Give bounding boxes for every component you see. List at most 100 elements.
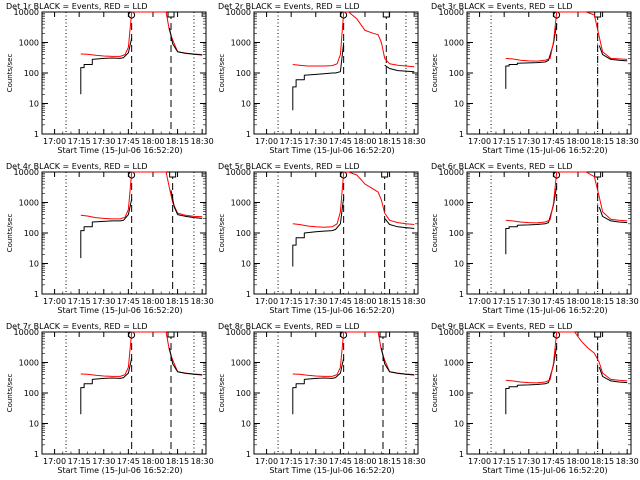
y-tick-label: 10 [241, 260, 251, 269]
x-tick-label: 18:15 [378, 137, 401, 146]
x-tick-label: 18:30 [403, 297, 426, 306]
events-line [292, 357, 345, 415]
events-line-post [598, 45, 628, 62]
events-line [80, 37, 133, 95]
panel-title: Det 7r BLACK = Events, RED = LLD [6, 322, 148, 331]
panel-3: Det 3r BLACK = Events, RED = LLD 1 10 100 10… [431, 2, 639, 155]
plot-frame [466, 11, 632, 135]
x-tick-label: 18:15 [166, 297, 189, 306]
x-tick-label: 17:15 [68, 297, 91, 306]
events-line [80, 198, 133, 259]
x-tick-label: 18:15 [378, 297, 401, 306]
x-tick-label: 18:00 [141, 137, 164, 146]
y-tick-label: 10 [454, 420, 464, 429]
y-tick-label: 1 [459, 450, 464, 459]
y-tick-label: 10000 [14, 328, 39, 337]
y-tick-label: 100 [449, 389, 464, 398]
x-tick-label: 18:30 [616, 137, 639, 146]
square-marker [167, 11, 175, 18]
x-tick-label: 17:30 [304, 457, 327, 466]
plot-frame [41, 11, 207, 135]
x-tick-label: 17:30 [517, 137, 540, 146]
y-tick-label: 1 [34, 130, 39, 139]
x-axis-label: Start Time (15-Jul-06 16:52:20) [482, 466, 607, 475]
x-tick-label: 18:30 [403, 137, 426, 146]
x-tick-label: 18:30 [191, 137, 214, 146]
x-tick-label: 17:45 [542, 457, 565, 466]
y-tick-label: 10 [241, 100, 251, 109]
x-tick-label: 17:45 [329, 457, 352, 466]
y-tick-label: 100 [236, 69, 251, 78]
x-tick-label: 18:30 [616, 297, 639, 306]
lld-line [80, 171, 203, 220]
y-tick-label: 10000 [226, 168, 251, 177]
x-tick-label: 17:30 [517, 297, 540, 306]
panel-6: Det 6r BLACK = Events, RED = LLD 1 10 100 10… [431, 162, 639, 315]
square-marker [382, 11, 390, 18]
x-tick-label: 17:15 [68, 137, 91, 146]
y-tick-label: 10000 [439, 168, 464, 177]
y-axis-label: Counts/sec [431, 54, 439, 93]
lld-line [292, 171, 415, 228]
y-tick-label: 100 [449, 229, 464, 238]
x-tick-label: 18:00 [141, 297, 164, 306]
y-tick-label: 1000 [19, 39, 39, 48]
x-axis-label: Start Time (15-Jul-06 16:52:20) [269, 146, 394, 155]
x-tick-label: 18:00 [566, 457, 589, 466]
x-axis-label: Start Time (15-Jul-06 16:52:20) [482, 306, 607, 315]
y-tick-label: 1 [246, 290, 251, 299]
x-tick-label: 17:15 [280, 297, 303, 306]
x-tick-label: 18:15 [378, 457, 401, 466]
y-tick-label: 1000 [231, 359, 251, 368]
x-tick-label: 17:15 [280, 137, 303, 146]
y-tick-label: 1 [34, 450, 39, 459]
x-tick-label: 17:45 [542, 297, 565, 306]
x-tick-label: 17:00 [255, 137, 278, 146]
x-tick-label: 17:00 [468, 297, 491, 306]
panel-title: Det 1r BLACK = Events, RED = LLD [6, 2, 148, 11]
x-axis-label: Start Time (15-Jul-06 16:52:20) [269, 306, 394, 315]
x-tick-label: 18:00 [141, 457, 164, 466]
x-tick-label: 18:30 [403, 457, 426, 466]
y-axis-label: Counts/sec [6, 54, 14, 93]
y-tick-label: 1000 [231, 39, 251, 48]
square-marker [167, 331, 175, 338]
lld-line [80, 331, 203, 377]
x-tick-label: 18:30 [191, 297, 214, 306]
y-tick-label: 10000 [14, 8, 39, 17]
lld-line [292, 11, 415, 68]
y-tick-label: 100 [24, 69, 39, 78]
events-line-post [598, 367, 628, 384]
y-tick-label: 1000 [231, 199, 251, 208]
plot-frame [466, 171, 632, 295]
y-tick-label: 1000 [19, 359, 39, 368]
x-tick-label: 17:15 [68, 457, 91, 466]
y-axis-label: Counts/sec [218, 214, 226, 253]
y-tick-label: 100 [236, 229, 251, 238]
events-line-post [380, 347, 415, 376]
events-line [80, 357, 133, 415]
x-axis-label: Start Time (15-Jul-06 16:52:20) [57, 466, 182, 475]
panel-title: Det 6r BLACK = Events, RED = LLD [431, 162, 573, 171]
y-tick-label: 1000 [444, 39, 464, 48]
square-marker [594, 331, 602, 338]
panel-5: Det 5r BLACK = Events, RED = LLD 1 10 100 10… [218, 162, 426, 315]
events-line-post [168, 27, 203, 56]
y-tick-label: 10000 [14, 168, 39, 177]
y-tick-label: 10000 [226, 328, 251, 337]
x-tick-label: 18:15 [591, 457, 614, 466]
x-tick-label: 17:00 [255, 457, 278, 466]
panel-title: Det 3r BLACK = Events, RED = LLD [431, 2, 573, 11]
plot-frame [41, 331, 207, 455]
x-tick-label: 17:30 [92, 457, 115, 466]
x-axis-label: Start Time (15-Jul-06 16:52:20) [269, 466, 394, 475]
x-axis-label: Start Time (15-Jul-06 16:52:20) [57, 306, 182, 315]
x-tick-label: 17:15 [280, 457, 303, 466]
panel-title: Det 2r BLACK = Events, RED = LLD [218, 2, 360, 11]
panel-2: Det 2r BLACK = Events, RED = LLD 1 10 100 10… [218, 2, 426, 155]
x-tick-label: 17:45 [329, 137, 352, 146]
lld-line [292, 331, 415, 377]
x-tick-label: 17:15 [493, 297, 516, 306]
square-marker [594, 171, 602, 178]
